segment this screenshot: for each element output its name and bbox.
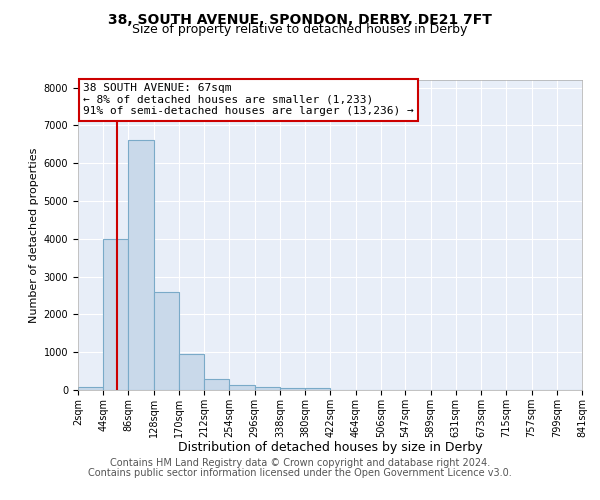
Bar	[154, 292, 179, 390]
Text: Contains HM Land Registry data © Crown copyright and database right 2024.: Contains HM Land Registry data © Crown c…	[110, 458, 490, 468]
Bar	[78, 387, 103, 390]
Bar	[179, 354, 204, 390]
Text: 38 SOUTH AVENUE: 67sqm
← 8% of detached houses are smaller (1,233)
91% of semi-d: 38 SOUTH AVENUE: 67sqm ← 8% of detached …	[83, 83, 414, 116]
Bar	[128, 140, 154, 390]
X-axis label: Distribution of detached houses by size in Derby: Distribution of detached houses by size …	[178, 442, 482, 454]
Text: Contains public sector information licensed under the Open Government Licence v3: Contains public sector information licen…	[88, 468, 512, 477]
Bar	[229, 385, 254, 390]
Y-axis label: Number of detached properties: Number of detached properties	[29, 148, 40, 322]
Text: Size of property relative to detached houses in Derby: Size of property relative to detached ho…	[133, 22, 467, 36]
Bar	[103, 239, 128, 390]
Bar	[305, 388, 331, 390]
Bar	[254, 387, 280, 390]
Bar	[280, 388, 305, 390]
Text: 38, SOUTH AVENUE, SPONDON, DERBY, DE21 7FT: 38, SOUTH AVENUE, SPONDON, DERBY, DE21 7…	[108, 12, 492, 26]
Bar	[204, 378, 229, 390]
